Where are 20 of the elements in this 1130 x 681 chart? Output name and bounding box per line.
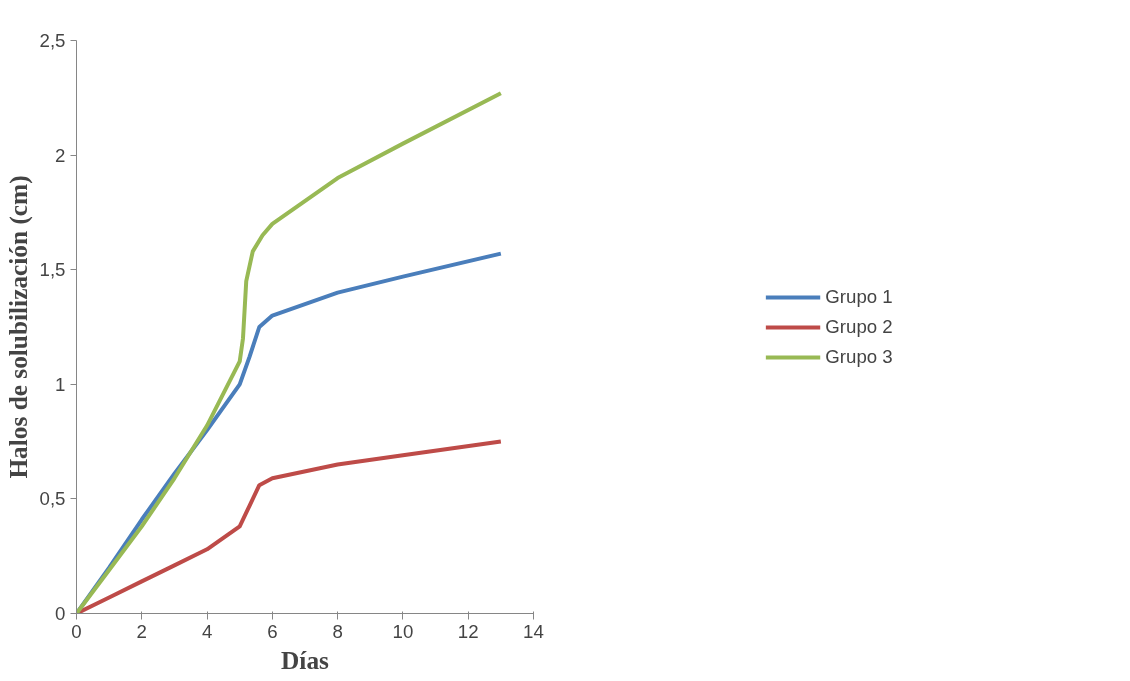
legend-label: Grupo 2 bbox=[825, 315, 893, 338]
x-axis-title: Días bbox=[281, 645, 330, 674]
line-series bbox=[76, 91, 503, 614]
legend-label: Grupo 3 bbox=[825, 345, 893, 368]
x-tick-label: 2 bbox=[136, 620, 147, 642]
x-tick-label: 0 bbox=[71, 620, 82, 642]
y-tick-label: 2 bbox=[55, 144, 66, 166]
y-tick-label: 0,5 bbox=[39, 488, 66, 510]
x-tick-label: 12 bbox=[457, 620, 479, 642]
x-tick-label: 4 bbox=[201, 620, 213, 642]
y-tick-label: 1,5 bbox=[39, 259, 66, 281]
x-tick-label: 14 bbox=[523, 620, 544, 642]
y-tick-label: 2,5 bbox=[39, 30, 66, 51]
y-tick-label: 0 bbox=[55, 603, 66, 624]
legend-label: Grupo 1 bbox=[825, 285, 893, 308]
x-tick-label: 6 bbox=[267, 620, 278, 642]
x-tick-label: 8 bbox=[332, 620, 343, 642]
y-tick-label: 1 bbox=[55, 373, 66, 395]
y-axis-title: Halos de solubilización (cm) bbox=[3, 175, 33, 479]
x-tick-label: 10 bbox=[392, 620, 414, 642]
